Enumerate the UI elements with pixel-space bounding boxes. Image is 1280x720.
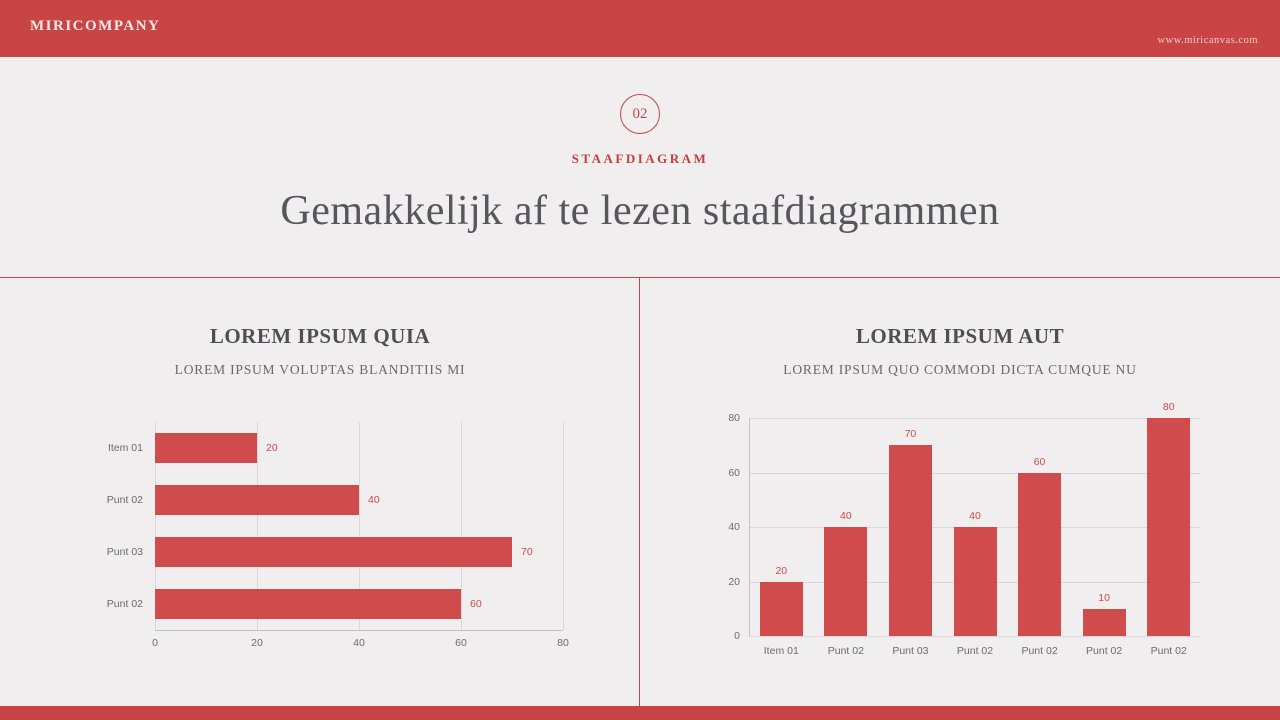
website-url: www.miricanvas.com: [1157, 35, 1258, 46]
value-label: 10: [1098, 591, 1110, 604]
category-label: Punt 02: [827, 645, 864, 657]
bar: [155, 589, 461, 619]
category-label: Punt 03: [892, 645, 929, 657]
category-label: Punt 02: [1021, 645, 1058, 657]
gridline-vertical: [461, 422, 462, 630]
bar: [824, 527, 868, 636]
gridline-vertical: [257, 422, 258, 630]
category-label: Punt 02: [1150, 645, 1187, 657]
value-label: 70: [521, 546, 533, 558]
y-tick-label: 40: [728, 521, 740, 533]
x-tick-label: 20: [251, 637, 263, 649]
x-tick-label: 80: [557, 637, 569, 649]
x-tick-label: 60: [455, 637, 467, 649]
vertical-divider: [639, 278, 640, 706]
top-bar: MIRICOMPANY www.miricanvas.com: [0, 0, 1280, 57]
y-tick-label: 60: [728, 466, 740, 479]
left-chart-subtitle: LOREM IPSUM VOLUPTAS BLANDITIIS MI: [174, 362, 466, 377]
category-label: Punt 02: [106, 598, 143, 610]
y-tick-label: 80: [728, 412, 740, 424]
bottom-bar: [0, 706, 1280, 720]
gridline-horizontal: [749, 636, 1201, 637]
bar: [1018, 472, 1062, 636]
bar: [953, 527, 997, 636]
bar: [155, 433, 257, 463]
left-chart-panel: LOREM IPSUM QUIA LOREM IPSUM VOLUPTAS BL…: [0, 278, 640, 706]
bar: [155, 485, 359, 515]
company-name: MIRICOMPANY: [30, 18, 161, 34]
left-chart-title: LOREM IPSUM QUIA: [209, 324, 431, 348]
y-axis-line: [749, 418, 750, 636]
category-label: Punt 02: [1086, 645, 1123, 657]
x-tick-label: 40: [353, 637, 365, 649]
value-label: 20: [775, 564, 788, 577]
x-axis-line: [155, 630, 563, 631]
gridline-horizontal: [749, 418, 1201, 419]
chart-panels: LOREM IPSUM QUIA LOREM IPSUM VOLUPTAS BL…: [0, 278, 1280, 706]
horizontal-divider: [0, 277, 1280, 278]
category-label: Punt 02: [106, 494, 143, 506]
section-header: 02 STAAFDIAGRAM Gemakkelijk af te lezen …: [0, 57, 1280, 277]
y-tick-label: 20: [728, 575, 740, 588]
gridline-vertical: [563, 422, 564, 630]
bar: [1082, 608, 1126, 636]
value-label: 70: [904, 428, 917, 441]
x-tick-label: 0: [152, 637, 158, 649]
value-label: 80: [1162, 401, 1175, 413]
horizontal-bar-chart: 0 20 40 60 80 Item 01 20 Punt 02 40 Punt 03 70 Punt…: [77, 422, 569, 656]
value-label: 60: [470, 598, 482, 610]
category-label: Item 01: [763, 645, 799, 657]
value-label: 60: [1033, 455, 1046, 468]
value-label: 40: [368, 494, 380, 506]
bar: [1147, 418, 1191, 636]
section-label: STAAFDIAGRAM: [571, 151, 709, 166]
right-chart-subtitle: LOREM IPSUM QUO COMMODI DICTA CUMQUE NU: [783, 362, 1137, 377]
y-tick-label: 0: [734, 630, 740, 642]
gridline-horizontal: [749, 472, 1201, 474]
bar: [759, 581, 803, 636]
value-label: 40: [969, 510, 981, 522]
vertical-bar-chart: 0 20 40 60 80 20 Item 01 40 Punt 02 70 Punt 03 40 Pu…: [719, 398, 1201, 664]
category-label: Item 01: [107, 442, 143, 454]
bar: [155, 537, 512, 567]
section-number-badge: 02: [620, 94, 660, 134]
value-label: 40: [840, 510, 852, 522]
value-label: 20: [266, 442, 278, 454]
category-label: Punt 02: [956, 645, 994, 657]
bar: [888, 445, 932, 636]
page-title: Gemakkelijk af te lezen staafdiagrammen: [280, 188, 1000, 234]
gridline-vertical: [155, 422, 156, 630]
gridline-vertical: [359, 422, 360, 630]
right-chart-title: LOREM IPSUM AUT: [855, 324, 1065, 348]
right-chart-panel: LOREM IPSUM AUT LOREM IPSUM QUO COMMODI …: [640, 278, 1280, 706]
category-label: Punt 03: [106, 546, 143, 558]
